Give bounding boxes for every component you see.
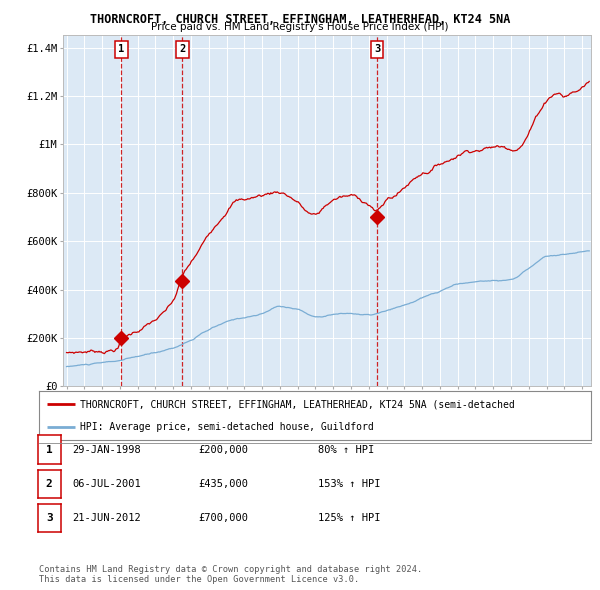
Text: 80% ↑ HPI: 80% ↑ HPI [318,445,374,454]
Text: Price paid vs. HM Land Registry's House Price Index (HPI): Price paid vs. HM Land Registry's House … [151,22,449,32]
Text: Contains HM Land Registry data © Crown copyright and database right 2024.
This d: Contains HM Land Registry data © Crown c… [39,565,422,584]
Text: 1: 1 [46,445,53,454]
Text: £435,000: £435,000 [198,479,248,489]
Text: 06-JUL-2001: 06-JUL-2001 [72,479,141,489]
Text: 21-JUN-2012: 21-JUN-2012 [72,513,141,523]
Text: 3: 3 [46,513,53,523]
Text: HPI: Average price, semi-detached house, Guildford: HPI: Average price, semi-detached house,… [80,422,374,432]
Text: 3: 3 [374,44,380,54]
Text: 2: 2 [46,479,53,489]
Text: THORNCROFT, CHURCH STREET, EFFINGHAM, LEATHERHEAD, KT24 5NA: THORNCROFT, CHURCH STREET, EFFINGHAM, LE… [90,13,510,26]
Text: 125% ↑ HPI: 125% ↑ HPI [318,513,380,523]
Text: 1: 1 [118,44,124,54]
Text: 153% ↑ HPI: 153% ↑ HPI [318,479,380,489]
Text: 2: 2 [179,44,185,54]
Text: £200,000: £200,000 [198,445,248,454]
Text: £700,000: £700,000 [198,513,248,523]
Text: 29-JAN-1998: 29-JAN-1998 [72,445,141,454]
Text: THORNCROFT, CHURCH STREET, EFFINGHAM, LEATHERHEAD, KT24 5NA (semi-detached: THORNCROFT, CHURCH STREET, EFFINGHAM, LE… [80,399,515,409]
